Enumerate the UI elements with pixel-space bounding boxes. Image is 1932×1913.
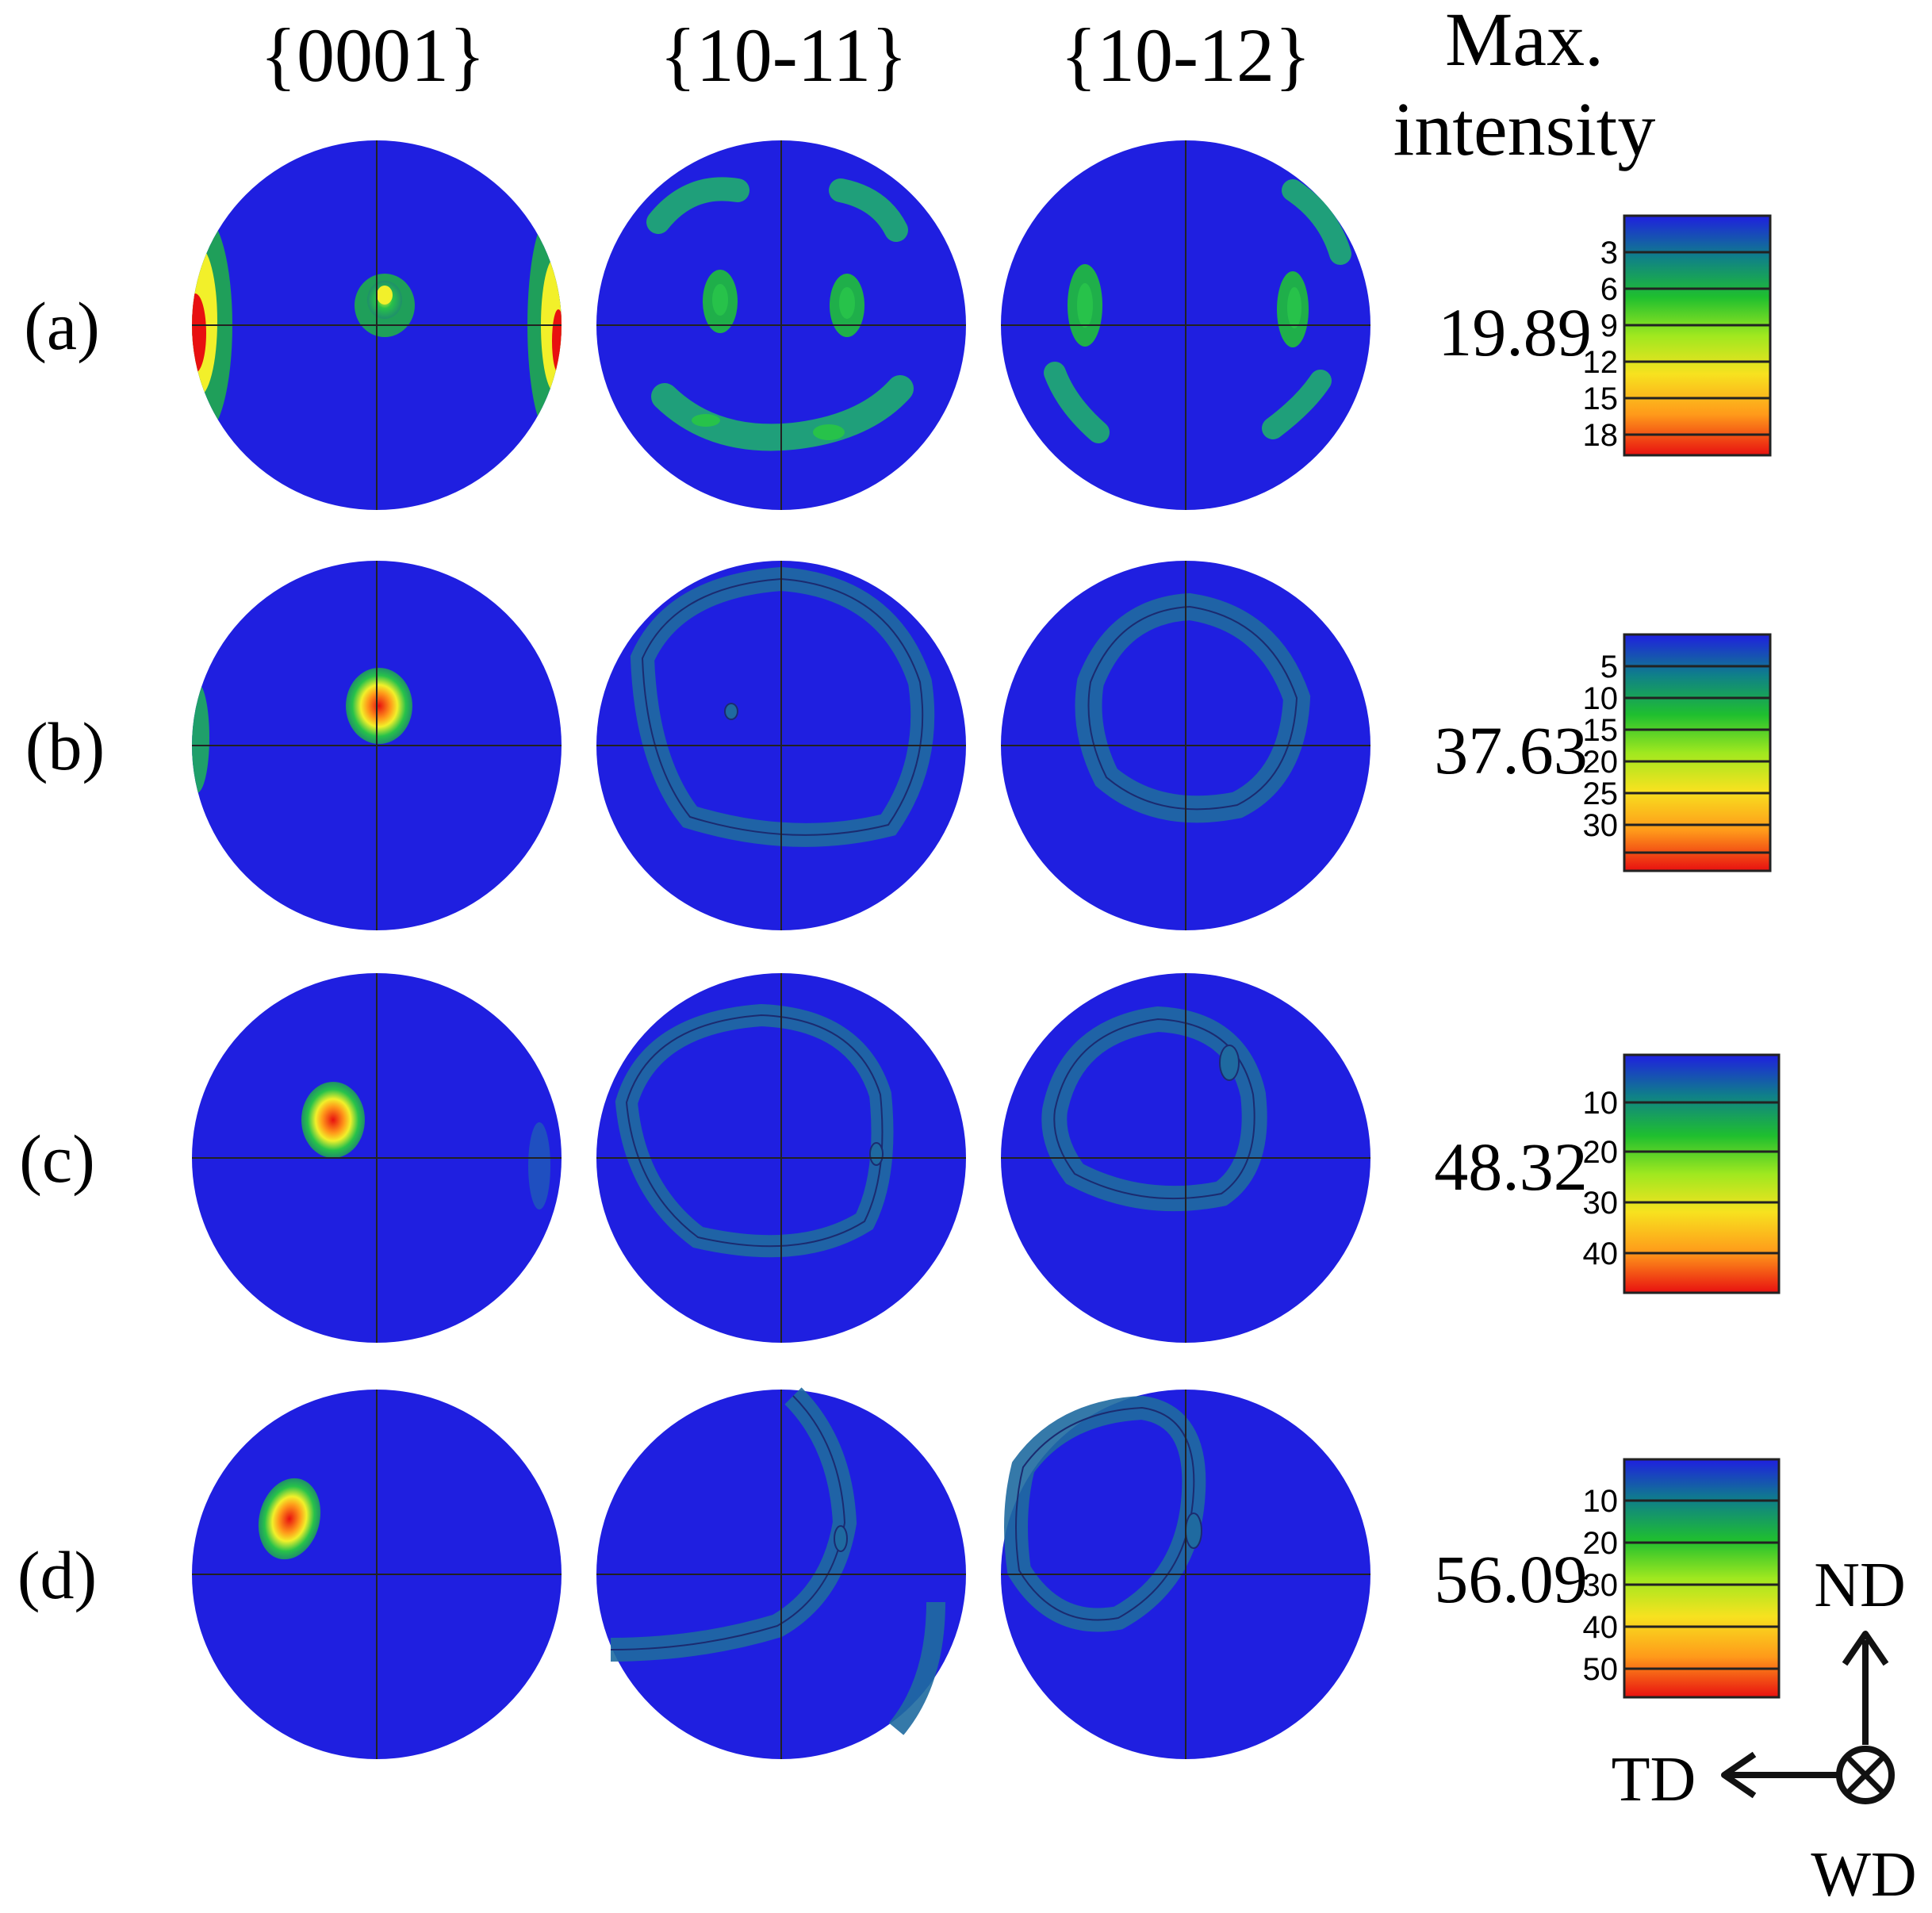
color-scale-b: 5 10 15 20 25 30: [1583, 633, 1772, 872]
row-label-d: (d): [17, 1537, 97, 1613]
row-label-b: (b): [25, 708, 105, 784]
pole-figure-a-10-11: [596, 140, 966, 510]
pole-figure-d-10-12: [1001, 1390, 1370, 1759]
scale-a-tick-15: 15: [1583, 381, 1619, 416]
scale-a-tick-6: 6: [1600, 272, 1618, 307]
pole-figure-d-0001: [192, 1390, 562, 1759]
pole-figure-c-0001: [192, 973, 562, 1343]
color-scale-c: 10 20 30 40: [1583, 1053, 1781, 1294]
column-header-0001: {0001}: [260, 13, 485, 98]
scale-a-tick-12: 12: [1583, 345, 1619, 380]
scale-d-tick-20: 20: [1583, 1526, 1619, 1561]
axis-label-nd: ND: [1814, 1551, 1906, 1620]
scale-d-tick-10: 10: [1583, 1484, 1619, 1519]
pole-figure-a-10-12: [1001, 140, 1370, 510]
scale-b-tick-10: 10: [1583, 681, 1619, 716]
scale-b-tick-5: 5: [1600, 650, 1618, 684]
max-intensity-a: 19.89: [1438, 294, 1592, 370]
color-scale-d: 10 20 30 40 50: [1583, 1458, 1781, 1699]
pole-figure-a-0001: [192, 140, 562, 510]
scale-c-tick-40: 40: [1583, 1236, 1619, 1271]
row-label-a: (a): [24, 288, 99, 364]
max-intensity-b: 37.63: [1434, 712, 1588, 788]
max-intensity-d: 56.09: [1434, 1541, 1588, 1617]
pole-figure-c-10-12: [1001, 973, 1370, 1343]
scale-c-tick-30: 30: [1583, 1186, 1619, 1221]
td-arrowhead: [1721, 1751, 1757, 1799]
max-intensity-header-line2: intensity: [1393, 86, 1656, 171]
axis-label-wd: WD: [1811, 1840, 1916, 1910]
scale-b-tick-15: 15: [1583, 713, 1619, 748]
pole-figure-d-10-11: [596, 1387, 966, 1759]
nd-arrowhead: [1842, 1631, 1889, 1666]
scale-d-tick-40: 40: [1583, 1610, 1619, 1645]
scale-d-tick-50: 50: [1583, 1652, 1619, 1687]
scale-b-tick-20: 20: [1583, 745, 1619, 780]
max-intensity-c: 48.32: [1434, 1129, 1588, 1205]
scale-c-tick-20: 20: [1583, 1135, 1619, 1170]
scale-d-tick-30: 30: [1583, 1568, 1619, 1603]
pole-figure-b-10-11: [596, 561, 966, 930]
row-label-c: (c): [19, 1121, 94, 1197]
column-header-10-12: {10-12}: [1060, 13, 1311, 98]
max-intensity-header-line1: Max.: [1445, 0, 1604, 82]
scale-c-tick-10: 10: [1583, 1086, 1619, 1121]
scale-b-tick-25: 25: [1583, 776, 1619, 811]
color-scale-a: 3 6 9 12 15 18: [1583, 214, 1772, 457]
scale-a-tick-3: 3: [1600, 236, 1618, 270]
column-header-10-11: {10-11}: [660, 13, 908, 98]
pole-figure-c-10-11: [596, 973, 966, 1343]
sample-axes-indicator: ND TD WD: [1612, 1551, 1917, 1910]
scale-b-tick-30: 30: [1583, 808, 1619, 843]
pole-figure-b-10-12: [1001, 561, 1370, 930]
scale-a-tick-9: 9: [1600, 309, 1618, 343]
scale-a-tick-18: 18: [1583, 418, 1619, 453]
pole-figure-b-0001: [192, 561, 562, 930]
axis-label-td: TD: [1612, 1745, 1696, 1815]
